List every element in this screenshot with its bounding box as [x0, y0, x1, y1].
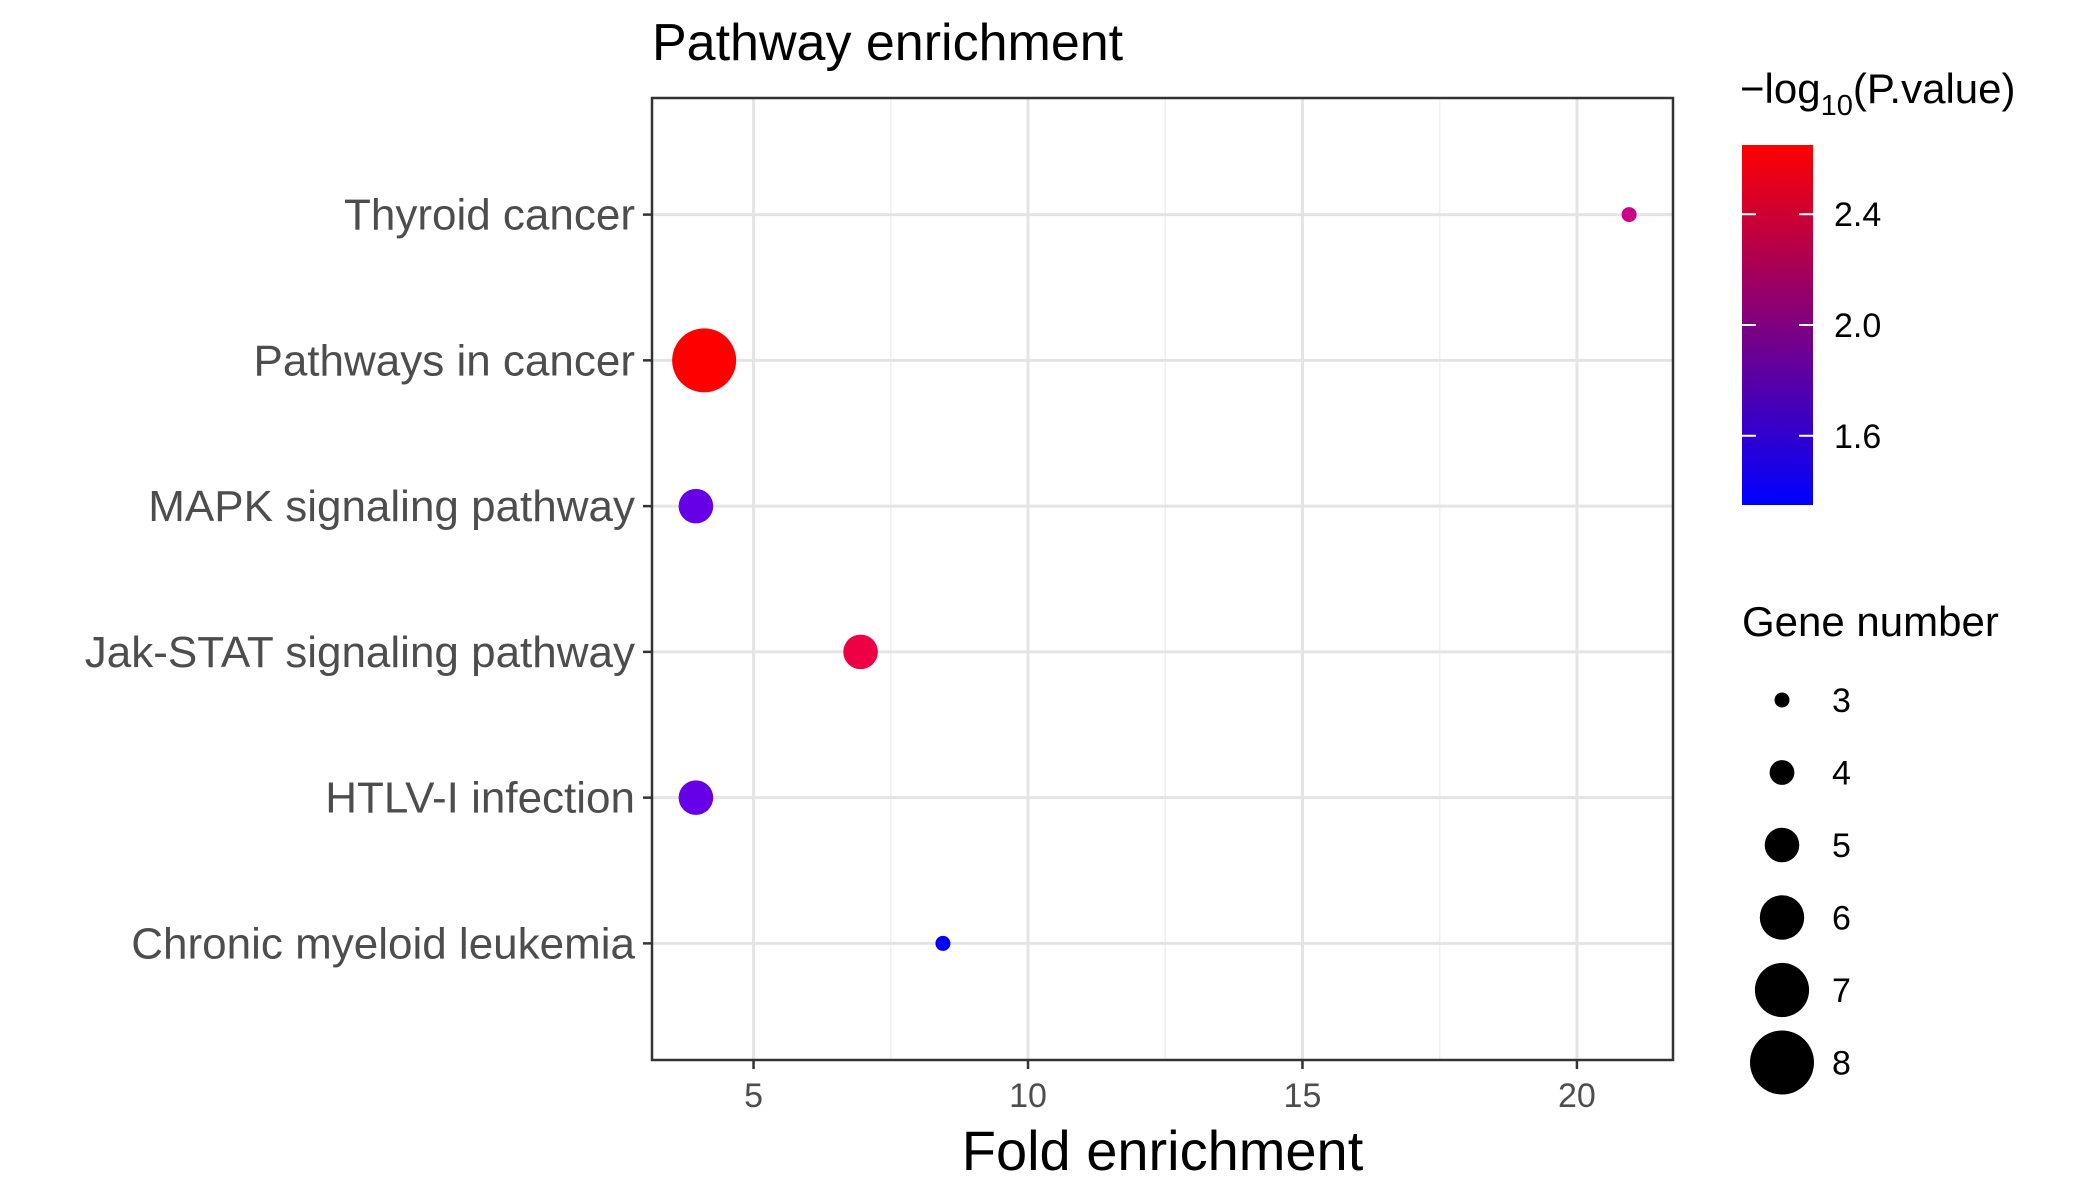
size-legend-keys: 3 4 5 6 7 8	[1750, 682, 1851, 1095]
size-legend-key	[1750, 1030, 1814, 1095]
x-tick-label: 15	[1284, 1077, 1322, 1115]
chart-title: Pathway enrichment	[652, 14, 1124, 72]
y-tick-label: MAPK signaling pathway	[148, 482, 635, 531]
data-point	[678, 488, 714, 524]
size-legend-key	[1769, 760, 1795, 785]
color-bar-tick-label: 1.6	[1834, 418, 1881, 456]
color-bar-ticks: 2.4 2.0 1.6	[1742, 196, 1881, 456]
size-legend-key	[1754, 962, 1810, 1018]
size-legend-label: 6	[1832, 900, 1851, 938]
data-point	[935, 935, 951, 951]
size-legend-key	[1759, 895, 1805, 940]
y-tick-label: Chronic myeloid leukemia	[131, 919, 635, 968]
data-point	[1621, 207, 1637, 223]
y-tick-label: HTLV-I infection	[325, 774, 635, 823]
y-tick-label: Pathways in cancer	[253, 336, 635, 385]
color-legend: −log10(P.value) 2.4 2.0 1.6	[1740, 65, 2016, 505]
size-legend-label: 8	[1832, 1045, 1851, 1083]
y-tick-label: Thyroid cancer	[344, 191, 635, 240]
data-point	[672, 328, 737, 393]
data-point	[678, 780, 714, 815]
plot-panel-border	[650, 96, 1675, 1062]
data-point	[843, 634, 878, 670]
size-legend-label: 5	[1832, 827, 1851, 865]
x-axis-title: Fold enrichment	[962, 1119, 1364, 1182]
grid	[652, 98, 1673, 1060]
color-bar-tick-label: 2.0	[1834, 307, 1881, 345]
size-legend-label: 7	[1832, 972, 1851, 1010]
size-legend: Gene number 3 4 5 6 7 8	[1742, 598, 1999, 1095]
size-legend-key	[1764, 827, 1800, 863]
x-tick-label: 20	[1558, 1077, 1596, 1115]
y-axis: Thyroid cancer Pathways in cancer MAPK sig…	[85, 191, 652, 968]
y-tick-label: Jak-STAT signaling pathway	[85, 628, 635, 677]
size-legend-key	[1774, 692, 1790, 708]
size-legend-label: 4	[1832, 755, 1851, 793]
data-points	[672, 207, 1637, 951]
x-tick-label: 5	[744, 1077, 763, 1115]
x-axis: 5 10 15 20	[744, 1060, 1596, 1115]
size-legend-label: 3	[1832, 682, 1851, 720]
x-tick-label: 10	[1009, 1077, 1047, 1115]
color-legend-title: −log10(P.value)	[1740, 65, 2016, 122]
size-legend-title: Gene number	[1742, 598, 1999, 645]
color-bar-tick-label: 2.4	[1834, 196, 1881, 234]
